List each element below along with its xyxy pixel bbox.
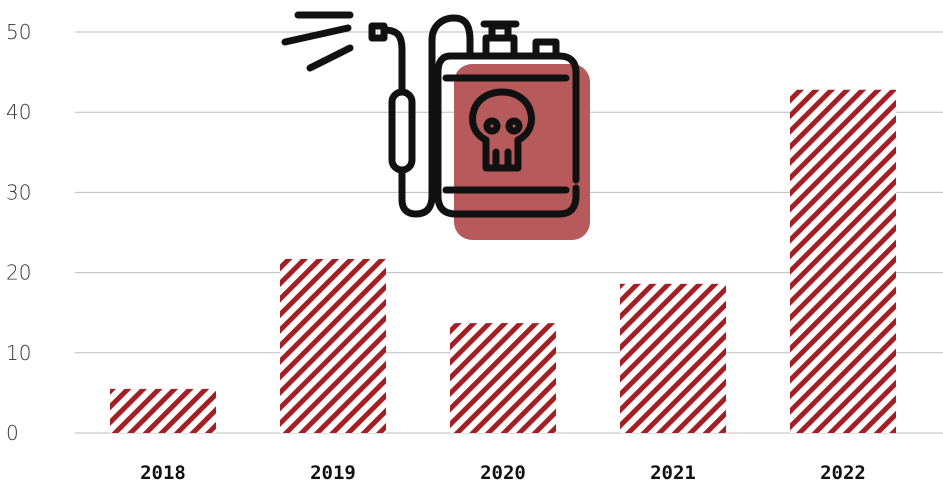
x-tick-label: 2022 [820,462,866,484]
bar-2022 [790,89,896,433]
y-tick-label: 10 [6,341,31,365]
bar-2020 [450,323,556,433]
y-tick-label: 30 [6,180,31,204]
bars [110,89,896,433]
x-tick-label: 2021 [650,462,696,484]
y-tick-label: 40 [6,100,31,124]
pesticide-sprayer-skull-icon [281,11,590,240]
x-tick-label: 2020 [480,462,526,484]
bar-2018 [110,388,216,433]
y-axis-ticks: 0 10 20 30 40 50 [6,20,31,445]
bar-2019 [280,258,386,433]
y-tick-label: 50 [6,20,31,44]
bar-2021 [620,283,726,433]
x-tick-label: 2018 [140,462,186,484]
x-axis-ticks: 2018 2019 2020 2021 2022 [140,462,866,484]
y-tick-label: 20 [6,261,31,285]
x-tick-label: 2019 [310,462,356,484]
y-tick-label: 0 [6,421,19,445]
